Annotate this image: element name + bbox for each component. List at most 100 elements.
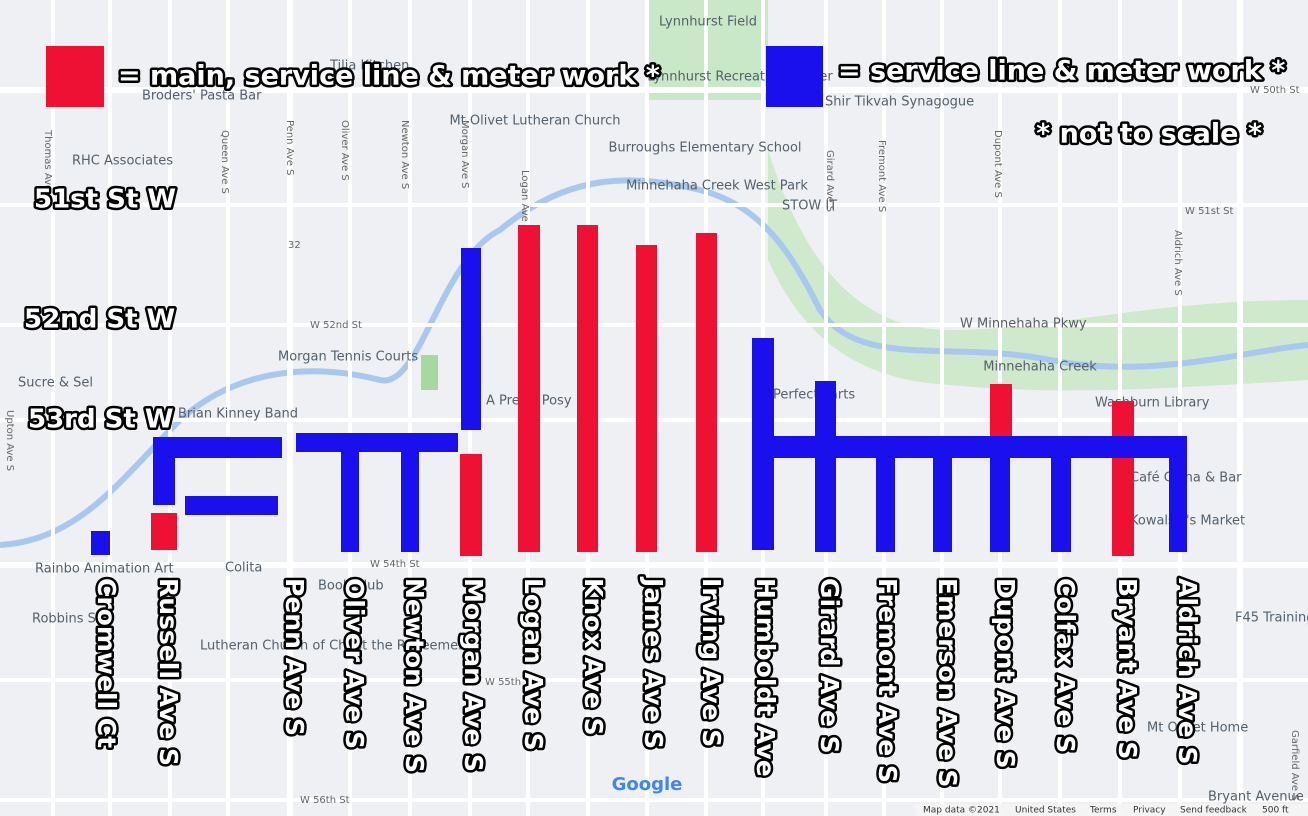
street-label: 53rd St W: [28, 405, 174, 435]
street-label: 51st St W: [34, 185, 176, 215]
service-work: [933, 458, 952, 552]
service-work: [296, 433, 458, 452]
map-label: Bryant Avenue: [1208, 790, 1304, 805]
map-label: Broders' Pasta Bar: [142, 89, 262, 104]
map-label: Book Club: [318, 579, 384, 594]
map-label: Kowalski's Market: [1130, 514, 1245, 529]
map-label: Upton Ave S: [4, 410, 15, 471]
map-label: Logan Ave S: [519, 170, 530, 231]
service-work: [876, 458, 895, 552]
map-label: W 52nd St: [310, 320, 362, 331]
map-label: Brian Kinney Band: [178, 407, 298, 422]
map-label: Fremont Ave S: [876, 140, 887, 212]
service-work: [461, 248, 481, 430]
map-label: Newton Ave S: [399, 120, 410, 189]
park: [421, 355, 438, 390]
footer-text: 500 ft: [1262, 806, 1289, 816]
footer-bar: [915, 804, 1308, 816]
overlay: = main, service line & meter work * = ser…: [22, 46, 1308, 816]
map-label: Mt Olivet Lutheran Church: [449, 114, 620, 129]
service-work: [341, 452, 359, 552]
avenue-label: Colfax Ave S: [1051, 578, 1080, 753]
map-label: Queen Ave S: [219, 130, 230, 194]
service-work: [1169, 436, 1187, 552]
service-work: [153, 440, 175, 505]
avenue-label: Girard Ave S: [815, 578, 844, 754]
map-label: Google: [612, 774, 683, 795]
map-label: Morgan Tennis Courts: [278, 350, 418, 365]
map-label: Minnehaha Creek West Park: [626, 179, 808, 194]
service-work: [990, 440, 1010, 552]
map-label: Garfield Ave S: [1289, 730, 1300, 801]
map-label: Dupont Ave S: [992, 130, 1003, 198]
legend-swatch: [46, 46, 104, 107]
map-label: Mt Olivet Home: [1147, 721, 1248, 736]
creek: [0, 177, 1308, 548]
main-work: [577, 225, 598, 552]
footer-text: Map data ©2021: [923, 806, 1000, 816]
avenue-label: James Ave S: [639, 576, 668, 749]
main-work: [460, 454, 482, 556]
main-work: [696, 233, 717, 552]
map-label: Burroughs Elementary School: [608, 141, 801, 156]
service-work: [752, 338, 774, 550]
map-label: Rainbo Animation Art: [35, 562, 174, 577]
avenue-label: Penn Ave S: [280, 578, 309, 736]
footer-text: Privacy: [1133, 806, 1166, 816]
map-label: F45 Training Southwest Minneapolis: [1235, 611, 1308, 626]
main-work: [518, 225, 540, 552]
map-label: Girard Ave S: [824, 150, 835, 212]
map-label: W 56th St: [300, 795, 350, 806]
service-work: [153, 437, 282, 458]
service-work: [185, 496, 278, 515]
main-work: [990, 384, 1012, 440]
avenue-label: Emerson Ave S: [933, 578, 962, 787]
map-label: Minnehaha Creek: [983, 360, 1097, 375]
avenue-label: Newton Ave S: [400, 578, 429, 773]
avenue-label: Bryant Ave S: [1113, 578, 1142, 759]
map-label: W 51st St: [1185, 206, 1233, 217]
legend-label: = service line & meter work *: [838, 56, 1285, 87]
map-label: Robbins St: [32, 612, 101, 627]
legend-swatch: [766, 46, 823, 107]
avenue-label: Aldrich Ave S: [1173, 578, 1202, 764]
map-label: W 55th St: [485, 677, 535, 688]
main-work: [1112, 401, 1134, 556]
avenue-label: Russell Ave S: [154, 578, 183, 766]
service-work: [91, 531, 110, 555]
map-label: Lutheran Church of Christ the Redeemer: [200, 639, 464, 654]
avenue-label: Fremont Ave S: [873, 578, 902, 783]
avenue-label: Morgan Ave S: [459, 578, 488, 772]
service-work: [815, 381, 836, 552]
map-label: STOW IT: [782, 199, 837, 214]
footer-text: Send feedback: [1180, 806, 1248, 816]
park: [768, 150, 1308, 391]
map-label: RHC Associates: [72, 154, 173, 169]
map-label: W Minnehaha Pkwy: [960, 317, 1087, 332]
map-label: Morgan Ave S: [459, 120, 470, 189]
footer-text: United States: [1015, 806, 1076, 816]
map-label: Perfect Parts: [773, 388, 855, 403]
main-work: [151, 513, 177, 550]
legend-label: = main, service line & meter work *: [118, 61, 660, 92]
work-areas: [91, 225, 1187, 556]
map-label: Aldrich Ave S: [1172, 230, 1183, 296]
service-work: [764, 436, 1185, 458]
service-work: [401, 452, 419, 552]
map-label: Oliver Ave S: [339, 120, 350, 181]
map-label: Penn Ave S: [284, 120, 295, 176]
service-work: [1051, 458, 1071, 552]
avenue-label: Irving Ave S: [697, 578, 726, 747]
map-label: W 50th St: [1250, 85, 1300, 96]
avenue-label: Oliver Ave S: [340, 578, 369, 749]
map-label: W 54th St: [370, 559, 420, 570]
main-work: [636, 245, 657, 552]
map-label: Lynnhurst Field: [659, 15, 757, 30]
avenue-label: Humboldt Ave: [751, 578, 780, 777]
avenue-label: Dupont Ave S: [991, 578, 1020, 769]
map-label: Colita: [225, 561, 262, 576]
footer-text: Terms: [1089, 806, 1117, 816]
map-label: Tilia Kitchen: [329, 59, 409, 74]
map-label: 32: [288, 240, 301, 251]
